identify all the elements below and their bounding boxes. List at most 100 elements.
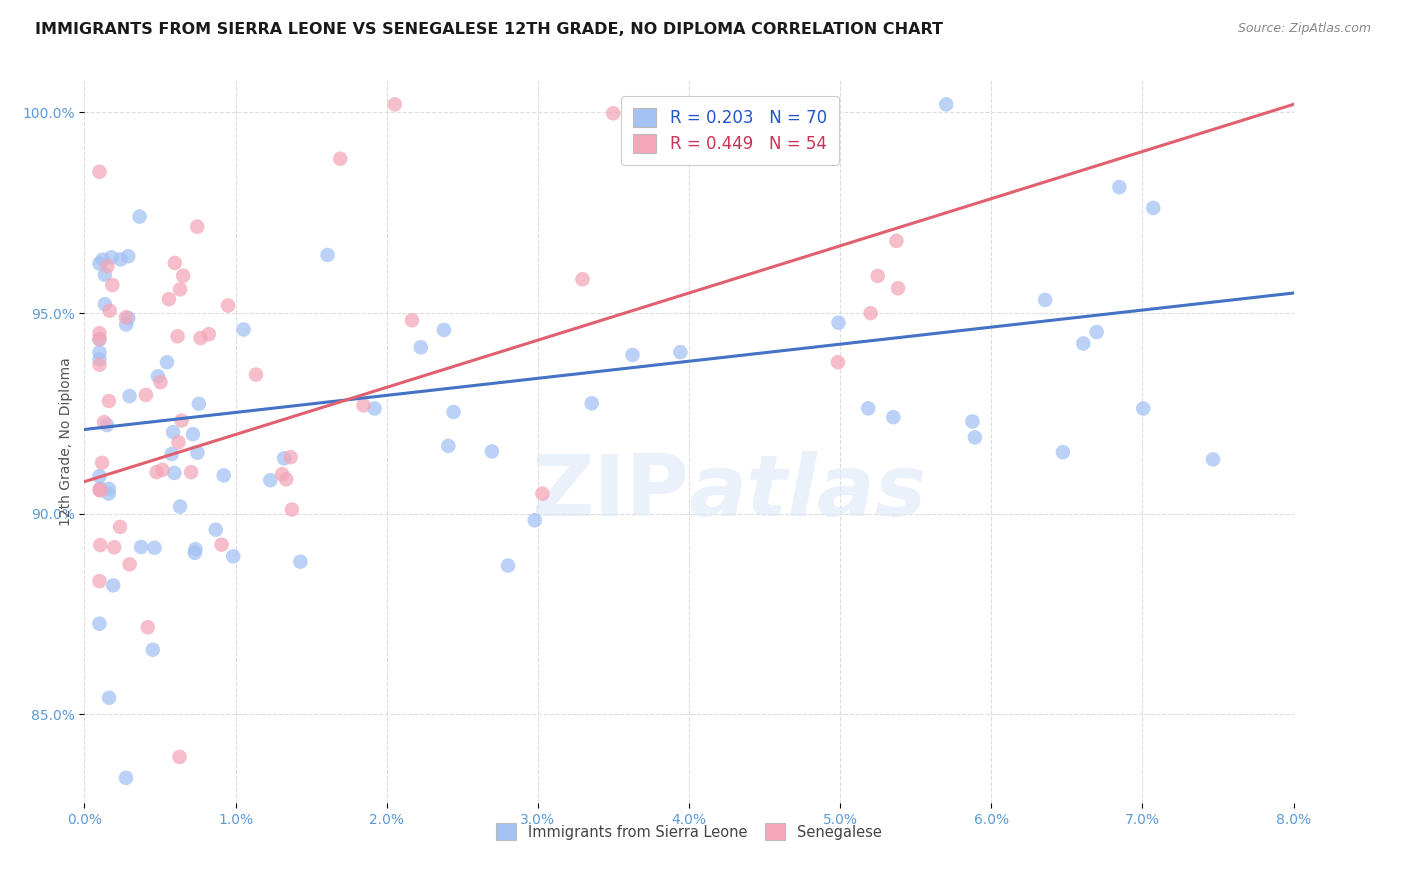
Point [329, 152, 352, 166]
Point [935, 97, 957, 112]
Point [98, 303, 121, 318]
Point [103, 541, 125, 555]
Point [186, 219, 208, 234]
Text: IMMIGRANTS FROM SIERRA LEONE VS SENEGALESE 12TH GRADE, NO DIPLOMA CORRELATION CH: IMMIGRANTS FROM SIERRA LEONE VS SENEGALE… [35, 22, 943, 37]
Point [858, 401, 880, 416]
Point [273, 451, 295, 466]
Point [117, 249, 139, 263]
Text: ZIP: ZIP [531, 450, 689, 533]
Point [89, 333, 111, 347]
Point [135, 388, 157, 402]
Point [89, 483, 111, 497]
Point [89, 482, 111, 496]
Point [89, 616, 111, 631]
Point [94, 297, 117, 311]
Point [882, 410, 904, 425]
Point [136, 620, 159, 634]
Point [184, 542, 207, 557]
Y-axis label: 12th Grade, No Diploma: 12th Grade, No Diploma [59, 357, 73, 526]
Point [204, 523, 226, 537]
Point [316, 248, 339, 262]
Point [280, 450, 302, 464]
Point [149, 375, 172, 389]
Point [602, 106, 624, 120]
Point [89, 326, 111, 341]
Point [89, 483, 111, 498]
Point [443, 405, 465, 419]
Point [101, 278, 124, 293]
Point [1202, 452, 1225, 467]
Point [409, 340, 432, 354]
Point [571, 272, 593, 286]
Point [212, 468, 235, 483]
Point [115, 771, 138, 785]
Point [1033, 293, 1056, 307]
Point [89, 165, 111, 179]
Point [98, 690, 121, 705]
Point [89, 574, 111, 588]
Point [110, 252, 132, 267]
Point [353, 398, 375, 412]
Point [276, 472, 298, 486]
Point [1085, 325, 1108, 339]
Point [146, 369, 169, 384]
Point [245, 368, 267, 382]
Point [232, 322, 254, 336]
Point [437, 439, 460, 453]
Point [962, 414, 984, 428]
Point [100, 251, 122, 265]
Point [89, 256, 111, 270]
Point [481, 444, 503, 458]
Point [1108, 180, 1130, 194]
Point [401, 313, 423, 327]
Point [163, 466, 186, 480]
Point [115, 310, 138, 325]
Point [89, 351, 111, 366]
Point [91, 456, 114, 470]
Point [97, 482, 120, 496]
Point [827, 316, 849, 330]
Point [281, 502, 304, 516]
Point [163, 256, 186, 270]
Point [184, 546, 207, 560]
Point [89, 345, 111, 359]
Point [115, 318, 138, 332]
Point [1073, 336, 1095, 351]
Point [117, 311, 139, 326]
Point [156, 355, 179, 369]
Point [669, 345, 692, 359]
Point [496, 558, 519, 573]
Point [89, 538, 111, 552]
Text: Source: ZipAtlas.com: Source: ZipAtlas.com [1237, 22, 1371, 36]
Point [97, 394, 120, 409]
Point [1142, 201, 1164, 215]
Point [169, 500, 191, 514]
Point [384, 97, 406, 112]
Point [963, 430, 986, 444]
Point [190, 331, 212, 345]
Point [531, 486, 554, 500]
Point [96, 259, 118, 273]
Point [523, 513, 546, 527]
Point [167, 435, 190, 450]
Point [217, 299, 239, 313]
Point [157, 292, 180, 306]
Point [166, 329, 188, 343]
Point [1052, 445, 1074, 459]
Text: atlas: atlas [689, 450, 927, 533]
Point [118, 558, 141, 572]
Point [363, 401, 385, 416]
Point [859, 306, 882, 320]
Point [128, 210, 150, 224]
Point [143, 541, 166, 555]
Point [108, 520, 131, 534]
Point [91, 252, 114, 267]
Point [96, 417, 118, 432]
Point [211, 538, 233, 552]
Point [827, 355, 849, 369]
Point [170, 413, 193, 427]
Point [89, 332, 111, 346]
Point [887, 281, 910, 295]
Point [187, 397, 209, 411]
Point [433, 323, 456, 337]
